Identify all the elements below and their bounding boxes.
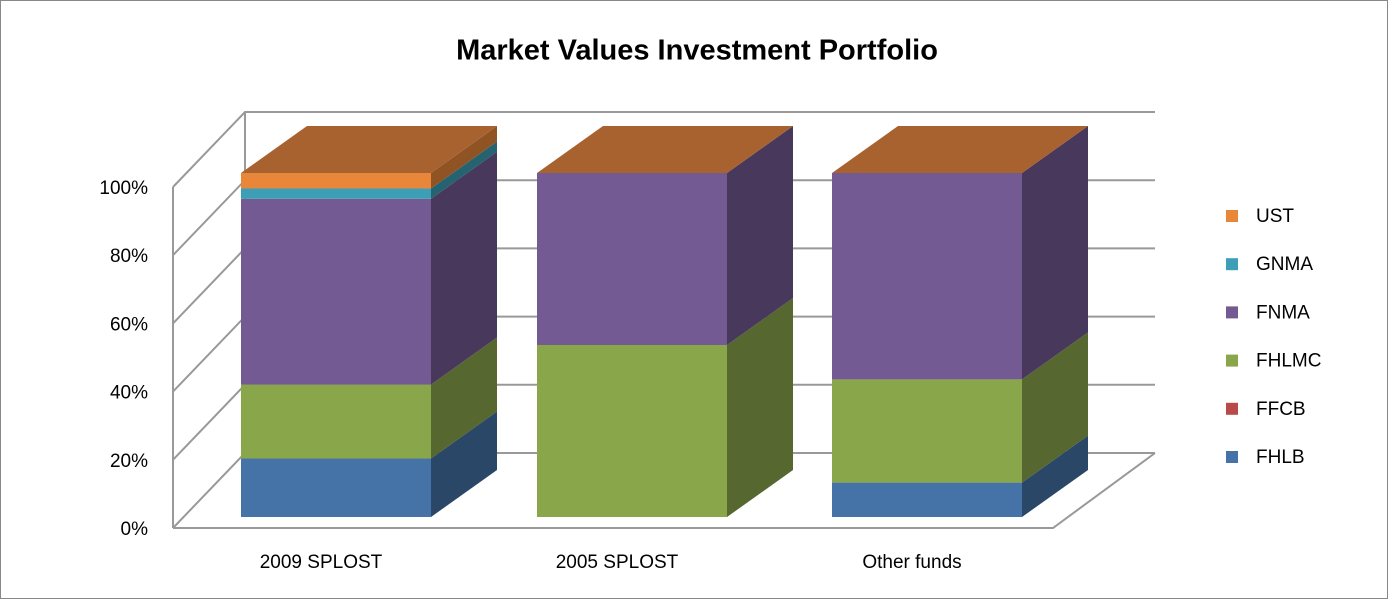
bar-segment [241, 458, 431, 517]
bar-top [537, 126, 793, 173]
y-tick-label: 20% [110, 451, 148, 472]
y-tick-label: 60% [110, 314, 148, 335]
bar-segment [832, 379, 1022, 483]
bar-side [431, 151, 497, 385]
bar-side [1022, 332, 1088, 483]
bar-segment [241, 173, 431, 189]
y-tick-label: 100% [99, 178, 148, 199]
bar-segment [537, 345, 727, 517]
bar-segment [241, 384, 431, 459]
wall-edge [173, 452, 1156, 529]
x-tick-label: Other funds [862, 552, 961, 573]
legend-label: FFCB [1256, 399, 1306, 420]
legend-swatch [1226, 306, 1238, 319]
legend-label: FNMA [1256, 302, 1310, 323]
legend-swatch [1226, 451, 1238, 463]
bar-side [1022, 435, 1088, 517]
bar-side [431, 337, 497, 459]
y-tick-label: 0% [121, 519, 149, 540]
y-tick-label: 80% [110, 246, 148, 267]
legend-label: FHLB [1256, 447, 1305, 468]
legend-swatch [1226, 258, 1238, 271]
bar-side [431, 141, 497, 199]
bar-segment [537, 173, 727, 345]
bar-top [241, 126, 497, 173]
chart-title: Market Values Investment Portfolio [456, 35, 938, 67]
y-tick-label: 40% [110, 383, 148, 404]
legend-swatch [1226, 210, 1238, 222]
bar-top [832, 126, 1088, 173]
legend-label: UST [1256, 206, 1294, 227]
bar-side [727, 298, 793, 517]
bar-segment [241, 198, 431, 385]
bar-side [431, 411, 497, 517]
bar-side [727, 126, 793, 345]
x-tick-label: 2005 SPLOST [556, 552, 679, 573]
bar-side [431, 126, 497, 189]
bar-segment [241, 188, 431, 199]
legend-swatch [1226, 402, 1238, 415]
bar-segment [832, 173, 1022, 380]
bar-side [1022, 126, 1088, 380]
legend-label: FHLMC [1256, 351, 1321, 372]
legend-label: GNMA [1256, 254, 1313, 275]
bar-segment [832, 482, 1022, 517]
x-tick-label: 2009 SPLOST [260, 552, 383, 573]
legend-swatch [1226, 354, 1238, 367]
